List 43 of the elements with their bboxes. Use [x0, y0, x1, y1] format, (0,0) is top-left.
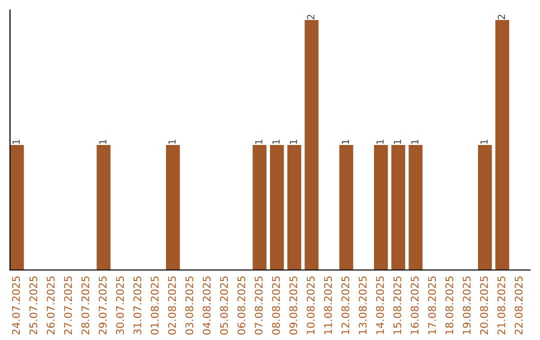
x-tick-label: 03.08.2025 [185, 276, 194, 335]
x-tick-label: 04.08.2025 [202, 276, 211, 335]
x-tick-label: 31.07.2025 [133, 276, 142, 334]
x-tick-label: 17.08.2025 [428, 276, 436, 334]
data-label: 2 [498, 14, 505, 20]
data-label: 1 [255, 140, 262, 144]
x-tick-label: 30.07.2025 [116, 276, 124, 334]
data-label: 1 [168, 140, 176, 144]
x-tick-label: 25.07.2025 [29, 276, 38, 334]
x-tick-label: 08.08.2025 [272, 276, 280, 335]
data-label: 1 [342, 140, 349, 144]
x-tick-label: 29.07.2025 [98, 276, 107, 334]
x-tick-label: 24.07.2025 [12, 276, 20, 334]
data-label: 1 [12, 140, 20, 144]
data-label: 1 [480, 140, 488, 144]
x-tick-label: 15.08.2025 [393, 276, 402, 334]
x-tick-label: 28.07.2025 [81, 276, 90, 334]
x-tick-label: 13.08.2025 [358, 276, 367, 334]
data-label: 1 [411, 140, 418, 144]
x-tick-label: 12.08.2025 [341, 276, 350, 334]
data-label: 1 [99, 140, 106, 144]
data-label: 1 [394, 140, 401, 144]
x-tick-label: 09.08.2025 [289, 276, 298, 335]
x-tick-label: 27.07.2025 [64, 276, 72, 334]
x-tick-label: 02.08.2025 [168, 276, 176, 335]
data-label: 1 [272, 140, 280, 144]
x-tick-label: 14.08.2025 [376, 276, 384, 334]
x-tick-label: 07.08.2025 [254, 276, 263, 335]
x-tick-label: 21.08.2025 [497, 276, 506, 334]
x-tick-label: 16.08.2025 [410, 276, 419, 334]
x-tick-label: 18.08.2025 [445, 276, 454, 334]
data-label: 1 [290, 140, 297, 144]
data-label: 2 [307, 14, 314, 20]
x-tick-label: 19.08.2025 [462, 276, 471, 334]
x-tick-label: 06.08.2025 [237, 276, 246, 335]
x-tick-label: 01.08.2025 [150, 276, 159, 335]
x-tick-label: 05.08.2025 [220, 276, 228, 335]
x-tick-label: 22.08.2025 [514, 276, 523, 334]
x-tick-label: 20.08.2025 [480, 276, 488, 334]
data-label: 1 [376, 140, 384, 144]
x-tick-label: 26.07.2025 [46, 276, 55, 334]
x-tick-label: 10.08.2025 [306, 276, 315, 334]
x-tick-label: 11.08.2025 [324, 276, 332, 334]
